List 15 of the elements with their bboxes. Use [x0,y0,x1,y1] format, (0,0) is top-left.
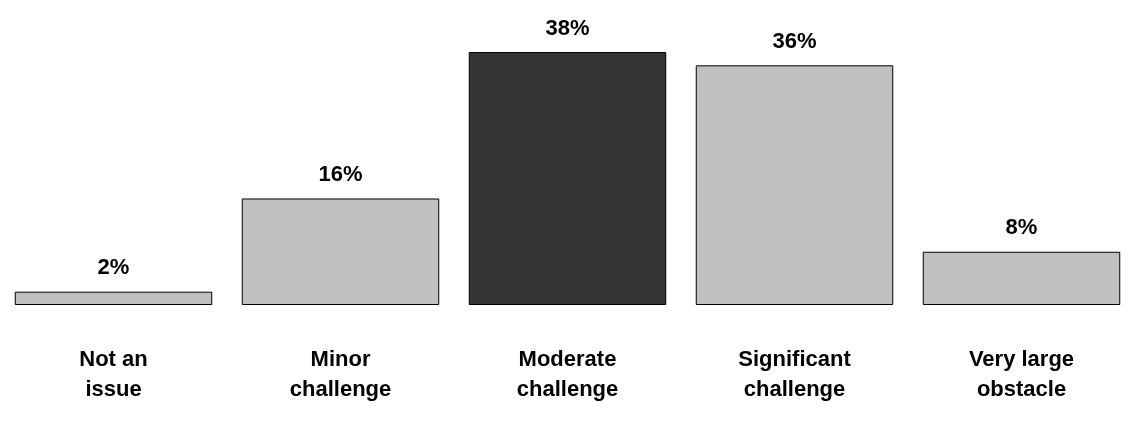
data-label: 8% [1005,214,1038,240]
data-label: 16% [318,160,363,186]
bar [241,198,440,305]
bar [922,251,1121,305]
data-label: 38% [545,14,590,40]
bar [695,65,894,305]
data-label: 2% [97,254,130,280]
data-label: 36% [772,27,817,53]
bar [468,52,667,305]
bar [14,291,213,305]
x-tick-label: Very large obstacle [968,345,1075,401]
x-tick-label: Moderate challenge [516,345,619,401]
x-tick-label: Minor challenge [289,345,392,401]
x-tick-label: Not an issue [79,345,148,401]
x-tick-label: Significant challenge [738,345,852,401]
